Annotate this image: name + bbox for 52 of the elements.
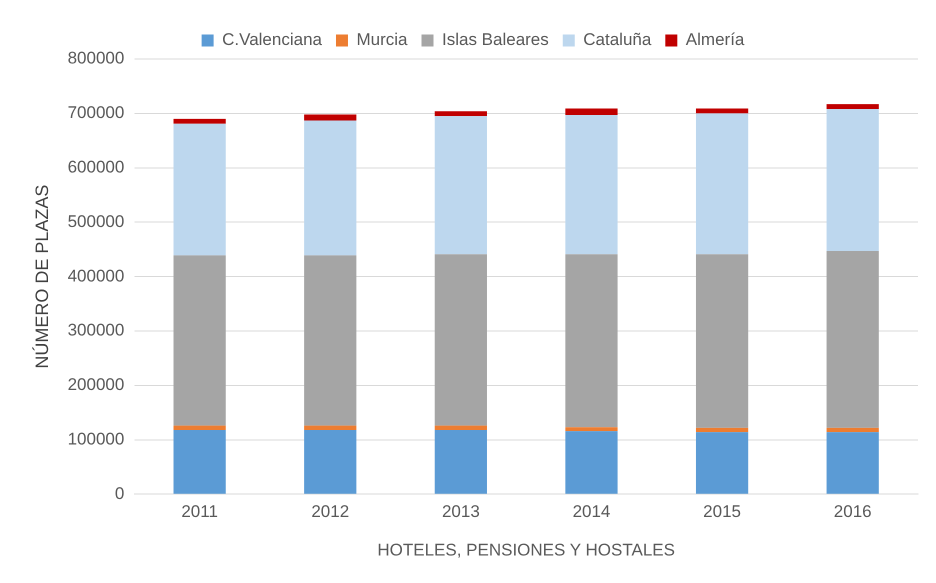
bar — [826, 251, 879, 428]
legend-label: Cataluña — [583, 30, 652, 50]
x-axis-title: HOTELES, PENSIONES Y HOSTALES — [377, 540, 675, 560]
x-tick-label: 2011 — [181, 502, 218, 522]
bar — [696, 254, 748, 428]
bar — [826, 428, 879, 432]
bar — [434, 430, 487, 494]
bar — [565, 115, 618, 254]
x-tick-label: 2015 — [703, 502, 741, 522]
y-axis-title: NÚMERO DE PLAZAS — [32, 184, 52, 369]
bar — [304, 430, 356, 494]
x-tick-label: 2013 — [442, 502, 480, 522]
bar — [826, 432, 879, 494]
x-tick-label: 2016 — [834, 502, 872, 522]
bar — [174, 426, 226, 430]
bar — [174, 430, 226, 494]
y-tick-label: 100000 — [68, 429, 124, 448]
y-tick-label: 600000 — [68, 157, 124, 176]
y-tick-label: 500000 — [68, 212, 124, 231]
y-tick-label: 300000 — [68, 320, 124, 340]
legend-label: Murcia — [356, 30, 408, 50]
bar — [696, 432, 748, 494]
bar — [304, 114, 356, 120]
y-tick-label: 0 — [114, 484, 124, 503]
bar — [565, 254, 618, 428]
legend-label: Islas Baleares — [442, 30, 549, 50]
x-tick-label: 2014 — [572, 502, 610, 522]
bar — [565, 427, 618, 432]
bar — [696, 428, 748, 432]
bar — [826, 109, 879, 252]
bar — [304, 426, 356, 430]
bar — [434, 254, 487, 426]
y-tick-label: 400000 — [68, 266, 124, 286]
bar — [565, 108, 618, 116]
bar — [696, 113, 748, 254]
y-tick-label: 200000 — [68, 375, 124, 394]
bar — [434, 111, 487, 116]
bar — [174, 118, 226, 124]
bar — [174, 255, 226, 426]
y-tick-label: 800000 — [68, 48, 124, 68]
bar — [304, 120, 356, 256]
bar — [565, 431, 618, 494]
y-tick-label: 700000 — [68, 103, 124, 122]
bar — [174, 124, 226, 256]
legend-label: C.Valenciana — [222, 30, 323, 50]
bar — [826, 104, 879, 110]
bar — [696, 108, 748, 114]
bar — [304, 255, 356, 426]
bar — [434, 426, 487, 430]
legend-label: Almería — [686, 30, 745, 50]
x-tick-label: 2012 — [311, 502, 350, 522]
bar — [434, 116, 487, 254]
